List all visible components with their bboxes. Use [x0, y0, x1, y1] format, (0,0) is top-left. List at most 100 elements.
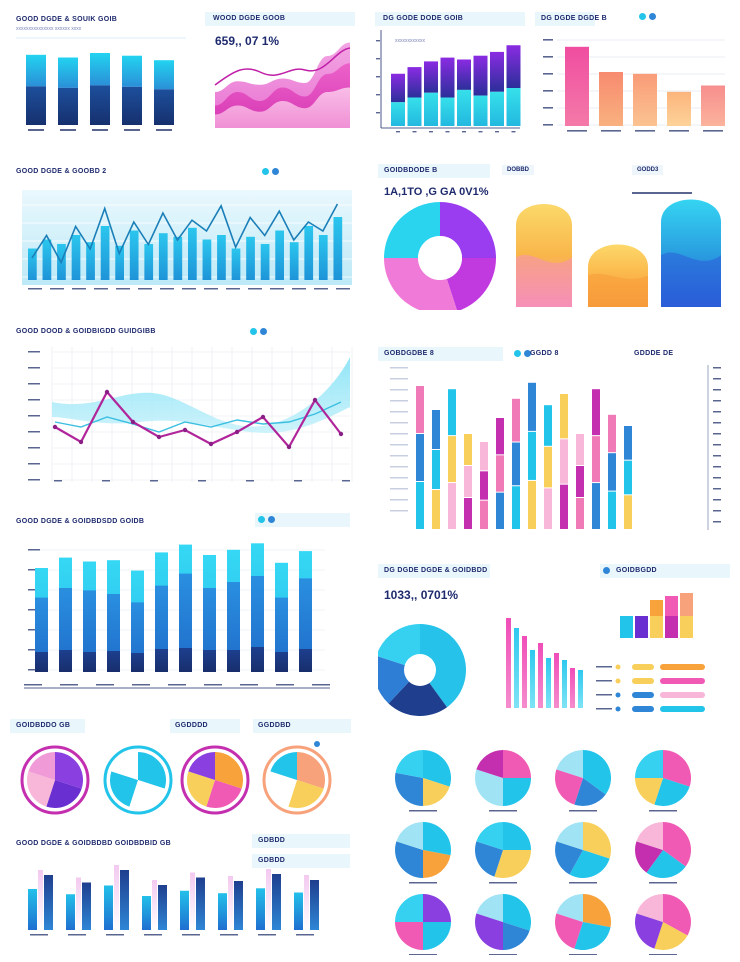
p8-bar-7-seg-0: [528, 382, 536, 431]
p3-bar-top-5: [473, 55, 488, 96]
p8-rtick-9: [713, 466, 721, 468]
p13-pie-3-slice-1: [654, 778, 690, 806]
panel-13-pie-grid: [378, 735, 733, 955]
p13-pie-11-slice-0: [663, 894, 691, 936]
p13-pie-0-slice-1: [423, 778, 450, 806]
p6-sub: [632, 192, 692, 194]
p10-pill-a-1: [632, 678, 654, 684]
p12-xtick-2: [106, 934, 124, 936]
p10-label-0: [596, 666, 612, 668]
p11-ring-0: [20, 745, 90, 815]
p10-stack-bottom-1: [635, 616, 648, 638]
p10-bar-4: [538, 643, 543, 708]
p8-bar-13-seg-1: [624, 460, 632, 495]
p7-ytick-7: [28, 463, 40, 465]
p7-ytick-0: [28, 351, 40, 353]
p13-pie-1-slice-2: [475, 769, 503, 806]
p8-bar-3-seg-2: [464, 498, 472, 529]
p8-bar-6-seg-1: [512, 442, 520, 486]
p9-bar-base-8: [227, 650, 240, 672]
p1-bar-bottom-4: [154, 89, 174, 125]
p9-xtick-6: [240, 684, 258, 686]
p2-area-c: [215, 87, 350, 128]
p8-rtick-0: [713, 367, 721, 369]
p9-xtick-3: [132, 684, 150, 686]
p11-pie-1-slice-0: [138, 752, 166, 789]
p8-rtick-5: [713, 422, 721, 424]
p3-xtick-2: [429, 131, 433, 133]
p8-bar-2-seg-2: [448, 483, 456, 529]
p11-pie-1-slice-3: [111, 752, 138, 780]
p10-pill-a-0: [632, 664, 654, 670]
p5-bar-11: [188, 227, 197, 280]
p6-donut-slice-2: [384, 258, 457, 310]
p5-xtick-4: [116, 288, 130, 290]
p8-bar-0-seg-1: [416, 434, 424, 481]
p10-pill-a-2: [632, 692, 654, 698]
p8-bar-1-seg-2: [432, 490, 440, 529]
panel-3: DG GODE DODE GOIB xxxxxxxxxxxx: [375, 10, 525, 135]
p10-stack-bottom-0: [620, 616, 633, 638]
p8-bar-5-seg-1: [496, 455, 504, 492]
p10-bar-9: [578, 670, 583, 708]
p7-ytick-2: [28, 383, 40, 385]
panel-11-title: GOIDBDDO GB: [16, 722, 71, 729]
p9-bar-base-4: [131, 653, 144, 672]
p7-ytick-6: [28, 447, 40, 449]
p13-label-7: [649, 882, 677, 884]
p3-bar-base-1: [407, 97, 422, 126]
p3-xtick-0: [396, 131, 400, 133]
p8-bar-3-seg-0: [464, 434, 472, 465]
p10-label-2: [596, 694, 612, 696]
p13-pie-10-slice-2: [555, 913, 583, 949]
p13-label-10: [569, 954, 597, 955]
p12-xtick-5: [220, 934, 238, 936]
p13-pie-7-slice-0: [663, 822, 691, 867]
p7-teal-line: [54, 401, 342, 433]
p10-legend-dot-3: [615, 706, 621, 712]
panel-8-chart: [390, 365, 721, 530]
p8-bar-1-seg-0: [432, 410, 440, 449]
p9-ytick-0: [28, 549, 40, 551]
p13-pie-5-slice-2: [475, 841, 503, 877]
p8-bar-13-seg-0: [624, 426, 632, 460]
p4-ytick-0: [543, 39, 553, 41]
p1-bar-top-2: [90, 53, 110, 86]
p9-bar-base-7: [203, 650, 216, 672]
p3-xtick-7: [511, 131, 516, 133]
p8-ytick-10: [390, 477, 408, 479]
p8-rtick-6: [713, 433, 721, 435]
p4-xtick-3: [669, 130, 689, 132]
p4-ytick-3: [543, 90, 553, 92]
panel-12-title: GOOD DGDE & GOIDBDBD GOIDBDBID GB: [16, 840, 171, 847]
p12-bar-c-3: [152, 880, 157, 930]
p5-bar-16: [260, 244, 270, 280]
p5-bar-8: [144, 244, 154, 280]
panel-11: GOIDBDDO GB GGDDDD GGDDBD: [10, 715, 355, 820]
p8-bar-12-seg-2: [608, 491, 616, 529]
p8-bar-4-seg-1: [480, 471, 488, 500]
p3-bar-base-3: [440, 97, 455, 126]
p8-bar-10-seg-1: [576, 466, 584, 497]
p13-label-11: [649, 954, 677, 955]
p8-bar-7-seg-1: [528, 431, 536, 480]
p5-bar-4: [86, 242, 95, 280]
p13-pie-9-slice-1: [503, 922, 530, 950]
p3-bar-base-7: [506, 88, 521, 126]
p13-label-8: [409, 954, 437, 955]
panel-4: DG DGDE DGDE B: [535, 10, 730, 140]
panel-7: GOOD DOOD & GOIDBIGDD GUIDGIBB: [10, 322, 355, 492]
p5-line: [31, 203, 339, 265]
p9-bar-mid-2: [83, 590, 96, 672]
p9-ytick-3: [28, 609, 40, 611]
p13-label-3: [649, 810, 677, 812]
p8-bar-11-seg-2: [592, 483, 600, 529]
p6-blob-wave-y: [516, 254, 572, 307]
p3-xtick-1: [412, 131, 417, 133]
panel-10-kpi: 1033,, 0701%: [384, 588, 459, 602]
p1-bar-bottom-2: [90, 85, 110, 125]
p3-bar-base-0: [391, 102, 405, 126]
p10-pill-b-1: [660, 678, 705, 684]
p11-pie-2-slice-2: [186, 771, 215, 807]
p12-xtick-3: [144, 934, 162, 936]
